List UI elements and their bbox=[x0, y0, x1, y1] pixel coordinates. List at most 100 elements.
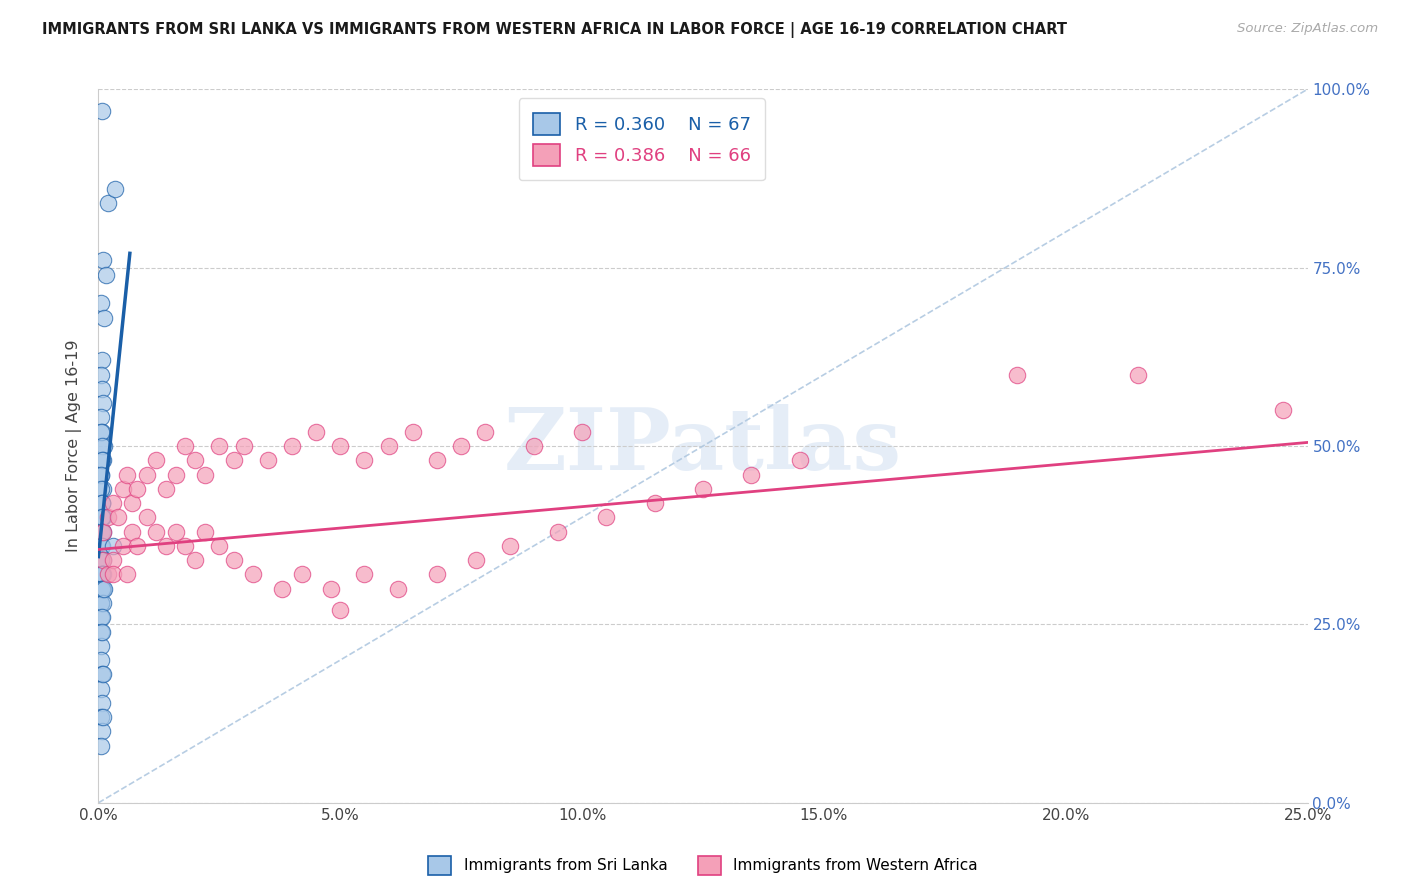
Point bbox=[90, 639, 112, 653]
Point bbox=[426, 453, 449, 467]
Point bbox=[90, 582, 112, 596]
Point bbox=[90, 482, 112, 496]
Point bbox=[91, 253, 114, 268]
Point bbox=[91, 524, 114, 539]
Point bbox=[91, 582, 114, 596]
Point bbox=[329, 439, 352, 453]
Point bbox=[91, 696, 114, 710]
Point bbox=[90, 539, 112, 553]
Point bbox=[184, 453, 207, 467]
Point bbox=[90, 681, 112, 696]
Point bbox=[91, 496, 114, 510]
Point bbox=[174, 539, 197, 553]
Point bbox=[117, 467, 139, 482]
Point bbox=[91, 439, 114, 453]
Point bbox=[127, 482, 149, 496]
Point bbox=[91, 482, 114, 496]
Point bbox=[90, 510, 112, 524]
Point bbox=[353, 567, 375, 582]
Point bbox=[90, 710, 112, 724]
Point bbox=[90, 553, 112, 567]
Point bbox=[1007, 368, 1029, 382]
Point bbox=[387, 582, 409, 596]
Point bbox=[97, 196, 120, 211]
Point bbox=[90, 596, 112, 610]
Point bbox=[281, 439, 304, 453]
Point bbox=[222, 553, 245, 567]
Point bbox=[91, 510, 114, 524]
Point bbox=[90, 582, 112, 596]
Point bbox=[135, 467, 157, 482]
Point bbox=[90, 425, 112, 439]
Point bbox=[121, 496, 143, 510]
Point bbox=[145, 524, 167, 539]
Point bbox=[91, 724, 114, 739]
Point bbox=[93, 582, 115, 596]
Point bbox=[91, 496, 114, 510]
Point bbox=[155, 482, 177, 496]
Point bbox=[242, 567, 264, 582]
Point bbox=[1128, 368, 1150, 382]
Point bbox=[91, 396, 114, 410]
Point bbox=[90, 296, 112, 310]
Point bbox=[402, 425, 425, 439]
Point bbox=[91, 453, 114, 467]
Point bbox=[117, 567, 139, 582]
Point bbox=[184, 553, 207, 567]
Point bbox=[90, 596, 112, 610]
Point bbox=[256, 453, 278, 467]
Point bbox=[91, 596, 114, 610]
Text: IMMIGRANTS FROM SRI LANKA VS IMMIGRANTS FROM WESTERN AFRICA IN LABOR FORCE | AGE: IMMIGRANTS FROM SRI LANKA VS IMMIGRANTS … bbox=[42, 22, 1067, 38]
Point bbox=[90, 467, 112, 482]
Point bbox=[111, 482, 134, 496]
Point bbox=[93, 439, 115, 453]
Point bbox=[692, 482, 714, 496]
Point bbox=[90, 624, 112, 639]
Y-axis label: In Labor Force | Age 16-19: In Labor Force | Age 16-19 bbox=[66, 340, 83, 552]
Point bbox=[91, 353, 114, 368]
Point bbox=[271, 582, 294, 596]
Point bbox=[91, 382, 114, 396]
Point bbox=[90, 539, 112, 553]
Point bbox=[91, 103, 114, 118]
Point bbox=[90, 410, 112, 425]
Point bbox=[90, 524, 112, 539]
Point bbox=[1272, 403, 1295, 417]
Point bbox=[232, 439, 254, 453]
Point bbox=[97, 510, 120, 524]
Point bbox=[222, 453, 245, 467]
Point bbox=[91, 524, 114, 539]
Text: ZIPatlas: ZIPatlas bbox=[503, 404, 903, 488]
Point bbox=[91, 582, 114, 596]
Point bbox=[329, 603, 352, 617]
Point bbox=[91, 510, 114, 524]
Point bbox=[474, 425, 496, 439]
Point bbox=[194, 467, 217, 482]
Point bbox=[104, 182, 127, 196]
Point bbox=[90, 610, 112, 624]
Point bbox=[101, 539, 124, 553]
Point bbox=[426, 567, 449, 582]
Point bbox=[450, 439, 472, 453]
Point bbox=[91, 425, 114, 439]
Point bbox=[93, 310, 115, 325]
Point bbox=[111, 539, 134, 553]
Point bbox=[155, 539, 177, 553]
Point bbox=[90, 653, 112, 667]
Text: Source: ZipAtlas.com: Source: ZipAtlas.com bbox=[1237, 22, 1378, 36]
Point bbox=[290, 567, 312, 582]
Point bbox=[165, 467, 187, 482]
Point bbox=[101, 567, 124, 582]
Point bbox=[90, 368, 112, 382]
Point bbox=[174, 439, 197, 453]
Point bbox=[208, 539, 231, 553]
Legend: Immigrants from Sri Lanka, Immigrants from Western Africa: Immigrants from Sri Lanka, Immigrants fr… bbox=[422, 850, 984, 880]
Point bbox=[127, 539, 149, 553]
Point bbox=[91, 582, 114, 596]
Point bbox=[498, 539, 520, 553]
Point bbox=[91, 524, 114, 539]
Point bbox=[305, 425, 328, 439]
Point bbox=[101, 553, 124, 567]
Point bbox=[377, 439, 399, 453]
Point bbox=[91, 553, 114, 567]
